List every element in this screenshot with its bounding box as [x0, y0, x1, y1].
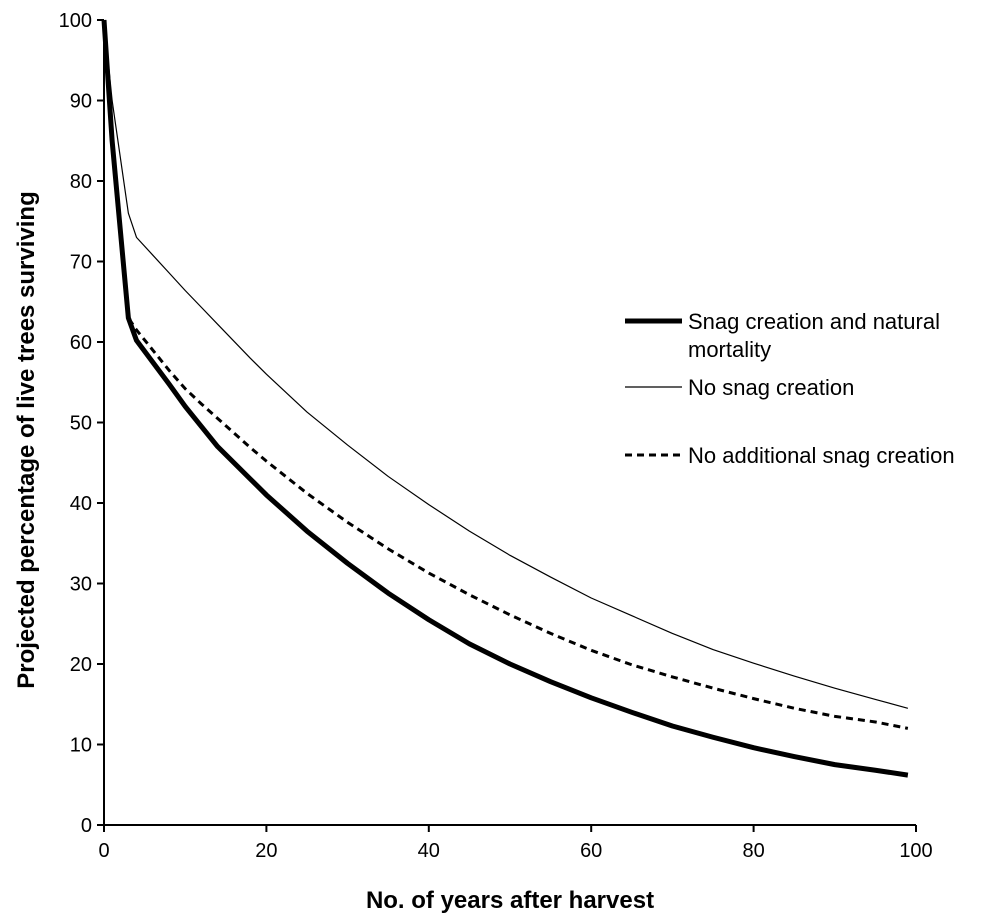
legend-item-no-snag-creation: No snag creation: [625, 375, 854, 400]
y-tick-label: 80: [70, 171, 92, 193]
legend-label-line-1: Snag creation and natural: [688, 309, 940, 334]
y-tick-label: 30: [70, 574, 92, 596]
x-tick-label: 100: [899, 840, 932, 862]
x-tick-label: 60: [580, 840, 602, 862]
legend-label-no-snag-creation: No snag creation: [688, 375, 854, 400]
legend-item-snag-creation: Snag creation and natural mortality: [625, 309, 946, 362]
y-tick-label: 40: [70, 493, 92, 515]
legend-label-line-2: mortality: [688, 337, 771, 362]
x-tick-label: 40: [418, 840, 440, 862]
y-tick-label: 60: [70, 332, 92, 354]
y-tick-label: 100: [59, 10, 92, 32]
series-layer: [101, 19, 909, 778]
series-line-no-snag-creation: [103, 19, 909, 709]
x-ticks: 0 20 40 60 80 100: [98, 825, 933, 862]
legend: Snag creation and natural mortality No s…: [625, 309, 955, 468]
y-tick-label: 70: [70, 252, 92, 274]
legend-label-snag-creation: Snag creation and natural mortality: [688, 309, 946, 362]
x-tick-label: 80: [742, 840, 764, 862]
x-tick-label: 20: [255, 840, 277, 862]
y-tick-label: 20: [70, 654, 92, 676]
y-tick-label: 10: [70, 735, 92, 757]
y-ticks: 0 10 20 30 40 50 60 70 80 90 100: [59, 10, 104, 837]
y-tick-label: 0: [81, 815, 92, 837]
x-axis-title: No. of years after harvest: [366, 887, 654, 914]
x-axis: 0 20 40 60 80 100: [98, 824, 933, 862]
legend-item-no-additional-snag-creation: No additional snag creation: [625, 443, 955, 468]
series-line-no-additional-snag-creation: [102, 19, 909, 730]
series-line-snag-creation-and-natural-mortality: [101, 19, 909, 778]
y-tick-label: 50: [70, 413, 92, 435]
y-axis-title: Projected percentage of live trees survi…: [13, 191, 40, 689]
y-tick-label: 90: [70, 91, 92, 113]
legend-label-no-additional-snag-creation: No additional snag creation: [688, 443, 955, 468]
x-tick-label: 0: [98, 840, 109, 862]
y-axis: 0 10 20 30 40 50 60 70 80 90 100: [59, 10, 105, 837]
